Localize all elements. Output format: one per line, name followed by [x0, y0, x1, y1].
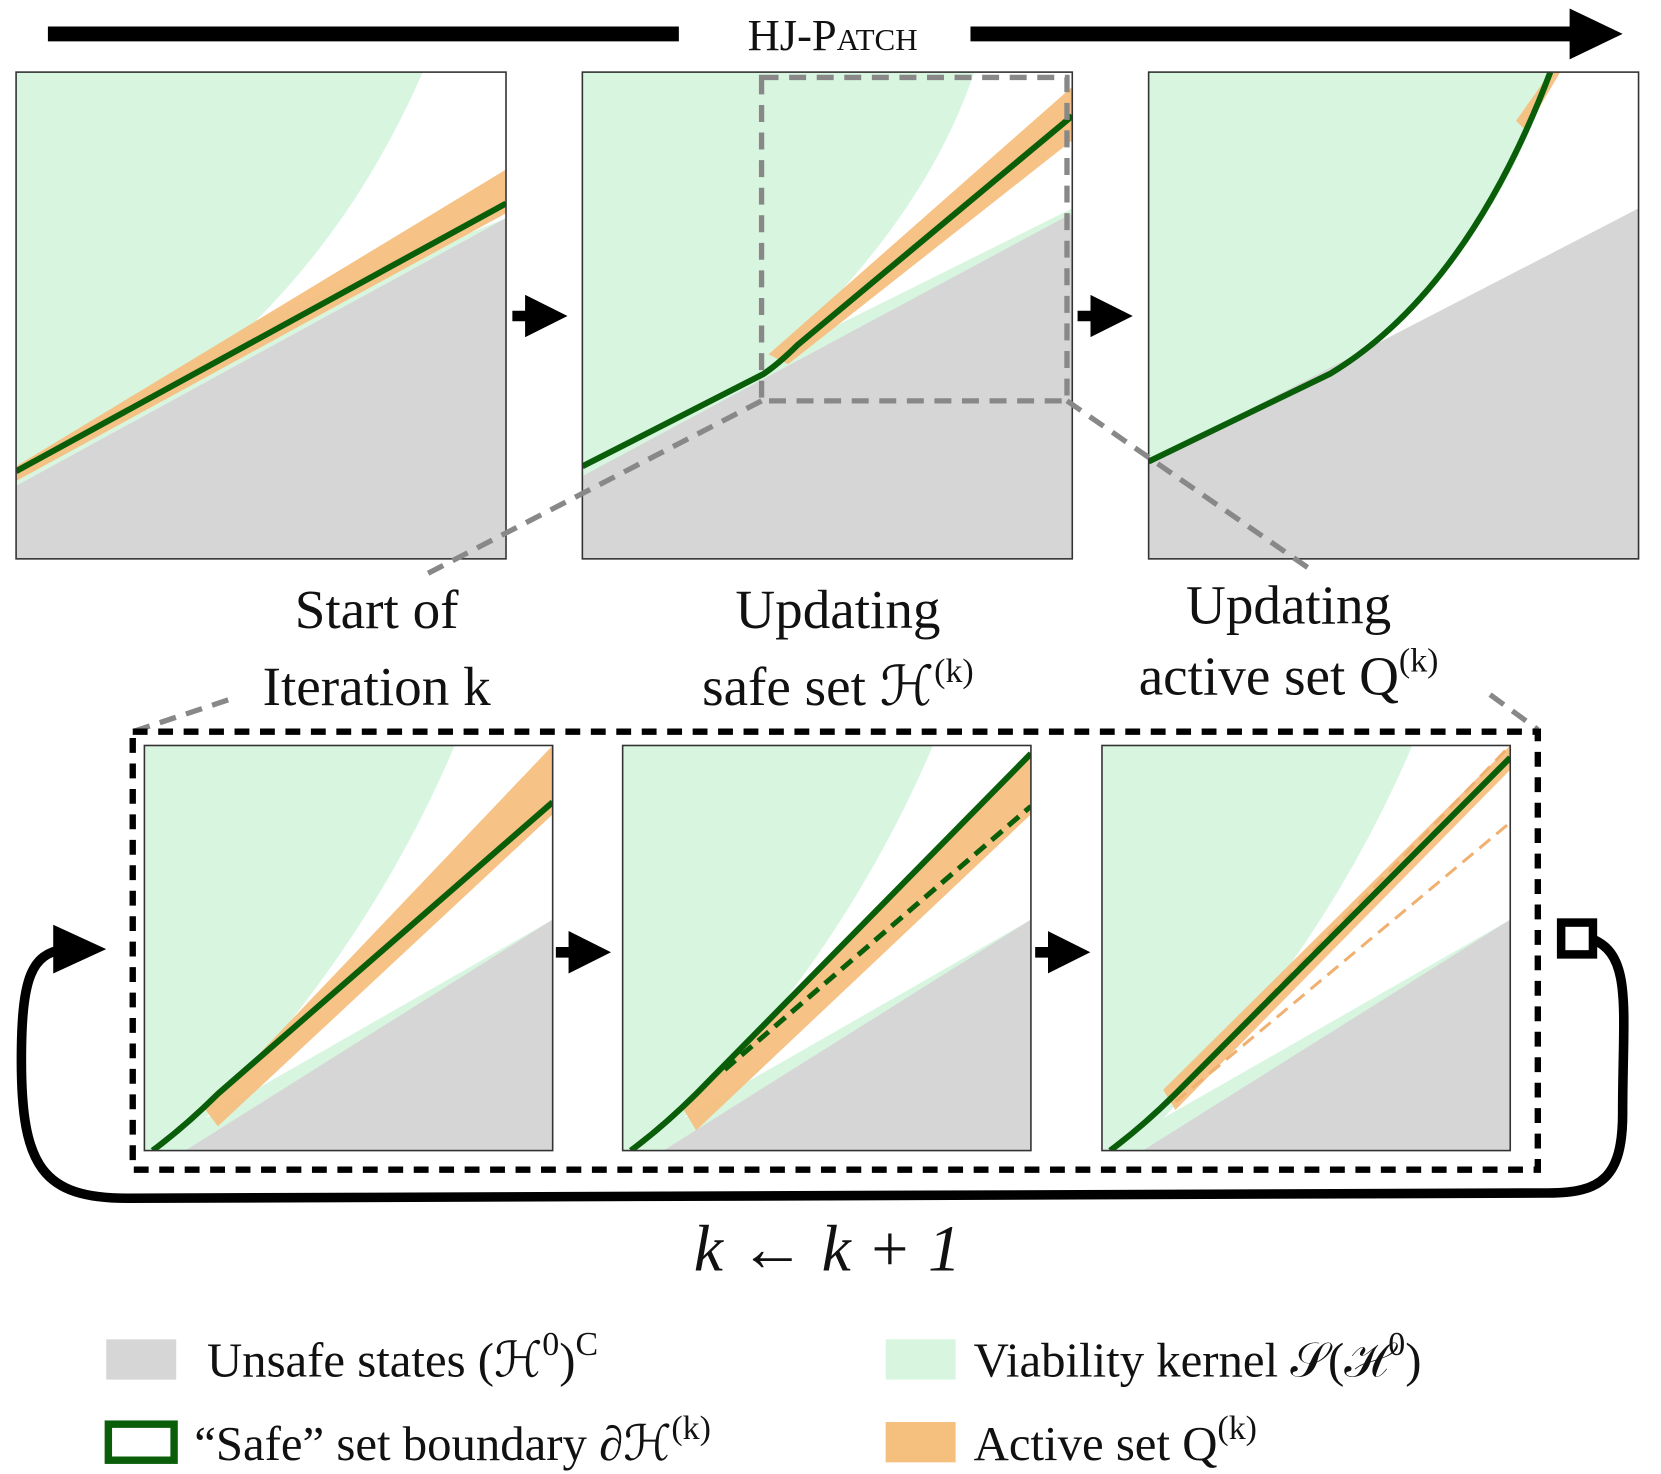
panel — [144, 745, 553, 1151]
unsafe-region — [1148, 208, 1639, 559]
panel — [622, 745, 1031, 1151]
unsafe-region — [16, 218, 507, 559]
legend-text: ) — [1405, 1333, 1421, 1387]
legend-sup: C — [575, 1326, 598, 1363]
swatch-viability — [885, 1339, 956, 1380]
legend-label: “Safe” set boundary ∂ℋ(k) — [194, 1410, 711, 1471]
legend-text: Viability kernel 𝒮(ℋ — [974, 1333, 1399, 1387]
safe-boundary — [1110, 758, 1510, 1151]
panel — [582, 72, 1073, 559]
panel-frame — [1147, 71, 1640, 560]
legend-sup: (k) — [671, 1410, 711, 1447]
panel — [1101, 745, 1511, 1151]
panel-frame — [581, 71, 1074, 560]
stage-caption: Start of — [295, 579, 459, 640]
step-arrows — [512, 294, 1133, 974]
legend-text: Unsafe states (ℋ — [207, 1333, 542, 1387]
gap-region — [1325, 72, 1639, 374]
panel — [1148, 72, 1639, 559]
panel-frame — [1101, 744, 1512, 1152]
legend-label: Viability kernel 𝒮(ℋ0) — [974, 1326, 1422, 1387]
legend: Unsafe states (ℋ0)C Viability kernel 𝒮(ℋ0… — [194, 1326, 1421, 1471]
loop-arrow — [16, 934, 1629, 1204]
stage-caption: Iteration k — [263, 656, 492, 717]
caption-sup: (k) — [934, 653, 974, 690]
legend-sup: (k) — [1217, 1410, 1257, 1447]
panel-frame — [621, 744, 1032, 1152]
caption-sup: (k) — [1399, 642, 1439, 679]
loop-label: k ← k + 1 — [694, 1212, 961, 1285]
iteration-box — [129, 728, 1541, 1173]
panel — [16, 72, 507, 559]
legend-sup: 0 — [542, 1326, 559, 1363]
title: HJ-Patch — [748, 10, 918, 60]
panels — [15, 71, 1640, 1152]
swatch-unsafe — [106, 1339, 177, 1380]
caption-text: safe set ℋ — [702, 656, 934, 717]
legend-text: ) — [559, 1333, 575, 1387]
panel-frame — [143, 744, 554, 1152]
legend-sup: 0 — [1388, 1326, 1405, 1363]
stage-caption: safe set ℋ(k) — [702, 653, 974, 717]
loop-start — [1556, 918, 1598, 959]
swatch-active — [885, 1422, 956, 1463]
legend-text: Active set Q — [974, 1417, 1218, 1471]
zoom-box — [758, 74, 1070, 404]
swatch-safe — [104, 1420, 178, 1464]
safe-boundary — [631, 754, 1031, 1151]
legend-label: Unsafe states (ℋ0)C — [207, 1326, 598, 1387]
banner-arrowhead — [1569, 8, 1623, 60]
loop-arrowhead — [53, 924, 107, 974]
active-set — [683, 753, 1031, 1131]
stage-caption: Updating — [735, 579, 940, 640]
active-set — [768, 86, 1073, 365]
previous-boundary — [725, 806, 1031, 1069]
stage-caption: active set Q(k) — [1139, 642, 1439, 706]
safe-boundary — [582, 116, 1072, 466]
gap-region — [256, 72, 507, 321]
safe-boundary — [153, 802, 553, 1150]
zoom-connectors — [131, 398, 1540, 735]
caption-text: active set Q — [1139, 646, 1399, 707]
panel-frame — [15, 71, 507, 560]
legend-label: Active set Q(k) — [974, 1410, 1257, 1471]
safe-boundary — [1149, 72, 1551, 461]
unsafe-region — [582, 213, 1073, 559]
previous-boundary — [1175, 745, 1510, 1101]
stage-caption: Updating — [1186, 575, 1391, 636]
legend-text: “Safe” set boundary ∂ℋ — [194, 1417, 671, 1471]
caption-text: Iteration k — [263, 656, 492, 717]
safe-boundary — [16, 204, 506, 472]
